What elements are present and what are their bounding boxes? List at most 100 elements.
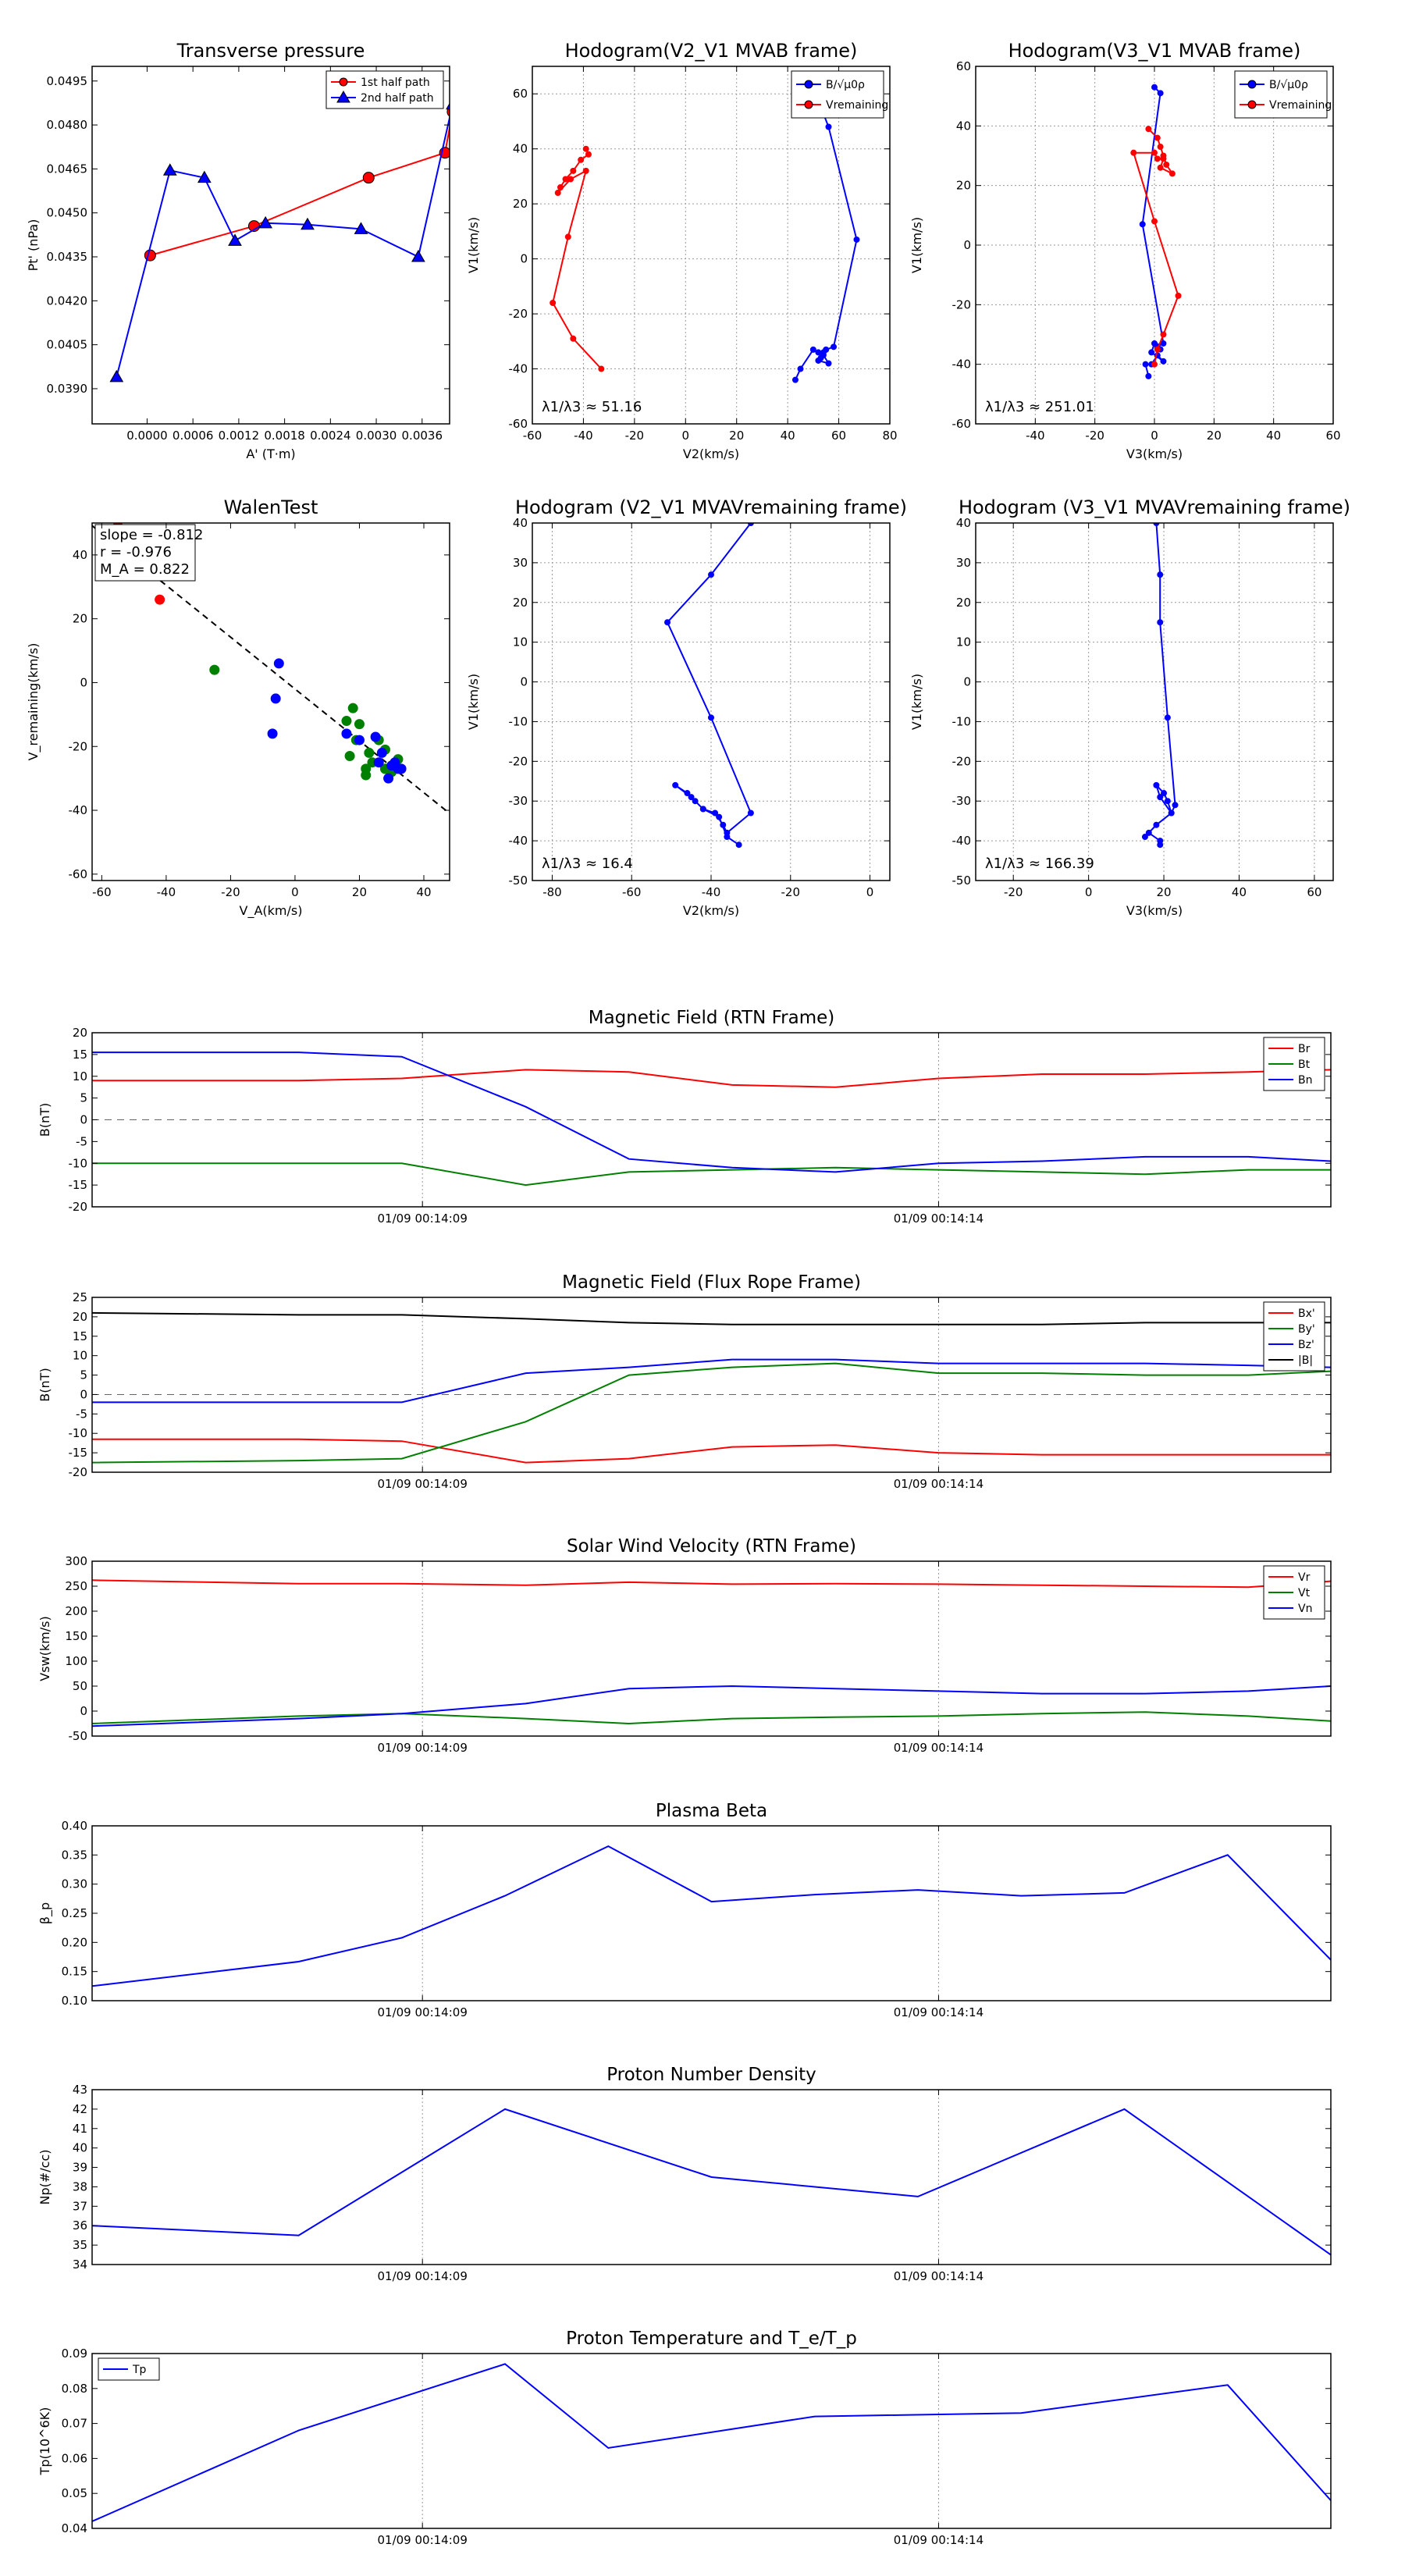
data-point xyxy=(724,834,731,841)
data-point xyxy=(1168,809,1175,817)
x-tick-label: 01/09 00:14:14 xyxy=(894,2269,984,2283)
y-tick-label: 38 xyxy=(73,2179,87,2194)
y-tick-label: -50 xyxy=(509,873,528,888)
legend-label: Vn xyxy=(1298,1603,1312,1615)
x-tick-label: 0.0012 xyxy=(219,429,260,443)
legend-marker xyxy=(804,80,813,89)
y-tick-label: 15 xyxy=(73,1048,87,1062)
y-tick-label: -15 xyxy=(69,1178,88,1192)
y-tick-label: 10 xyxy=(73,1349,87,1363)
plot-area xyxy=(92,1579,1331,1727)
y-axis-label: V1(km/s) xyxy=(909,217,924,273)
x-tick-label: -60 xyxy=(622,885,642,899)
x-tick-label: 0 xyxy=(866,885,874,899)
data-point xyxy=(564,233,571,240)
y-tick-label: 25 xyxy=(73,1290,87,1304)
y-tick-label: -5 xyxy=(76,1134,87,1148)
data-point xyxy=(831,343,838,350)
y-tick-label: 20 xyxy=(73,1026,87,1040)
y-tick-label: -60 xyxy=(509,417,528,431)
data-point xyxy=(791,376,799,383)
plot-area xyxy=(92,1845,1331,1987)
x-tick-label: 01/09 00:14:14 xyxy=(894,2005,984,2019)
data-point xyxy=(585,151,592,158)
plot-area xyxy=(664,523,754,849)
y-axis-label: Vsw(km/s) xyxy=(37,1616,52,1681)
y-axis-label: B(nT) xyxy=(37,1368,52,1401)
y-tick-label: 300 xyxy=(65,1554,87,1568)
data-point xyxy=(557,184,564,191)
y-tick-label: -20 xyxy=(952,297,972,311)
y-tick-label: 39 xyxy=(73,2161,87,2175)
y-axis-label: Tp(10^6K) xyxy=(37,2407,52,2476)
legend xyxy=(1234,70,1328,119)
y-tick-label: 0.15 xyxy=(62,1965,87,1979)
chart-title: Hodogram(V3_V1 MVAB frame) xyxy=(1008,40,1301,62)
data-point xyxy=(1142,361,1149,368)
y-tick-label: 10 xyxy=(73,1069,87,1083)
legend-label: B/√μ0ρ xyxy=(1269,79,1308,91)
data-point xyxy=(370,731,381,742)
chart-pt: 0.0390 0.0405 0.0420 0.0435 0.0450 0.0465 0.04… xyxy=(26,40,450,461)
data-point xyxy=(1161,790,1168,797)
x-tick-label: 0.0036 xyxy=(402,429,443,443)
legend xyxy=(791,70,884,119)
y-tick-label: 0.40 xyxy=(62,1819,87,1833)
data-point xyxy=(354,735,365,745)
y-tick-label: -50 xyxy=(952,873,972,888)
x-tick-label: 0.0000 xyxy=(126,429,168,443)
legend-label: Bt xyxy=(1298,1059,1311,1071)
data-point xyxy=(550,299,557,306)
y-tick-label: 20 xyxy=(956,179,971,193)
y-tick-label: -50 xyxy=(69,1729,88,1743)
stats-box xyxy=(94,524,196,582)
data-point xyxy=(1154,346,1161,353)
data-point xyxy=(109,369,124,382)
x-tick-label: -60 xyxy=(92,885,112,899)
legend-label: |B| xyxy=(1298,1354,1313,1367)
legend-marker xyxy=(339,77,348,87)
legend-marker xyxy=(1247,100,1257,109)
x-tick-label: 40 xyxy=(781,429,795,443)
data-point xyxy=(228,233,242,246)
data-point xyxy=(1157,571,1164,578)
data-point xyxy=(411,250,425,262)
y-tick-label: 0.0480 xyxy=(47,118,88,132)
y-tick-label: 0.04 xyxy=(62,2521,87,2535)
series-line-np xyxy=(92,2108,1331,2256)
x-tick-label: 20 xyxy=(1207,429,1222,443)
x-tick-label: 20 xyxy=(729,429,744,443)
data-point xyxy=(820,351,827,358)
data-point xyxy=(258,215,273,229)
data-point xyxy=(1151,340,1158,347)
plot-area xyxy=(92,2363,1331,2522)
y-tick-label: -5 xyxy=(76,1407,87,1421)
data-point xyxy=(341,716,352,727)
data-point xyxy=(825,123,832,130)
data-point xyxy=(815,349,822,356)
data-point xyxy=(155,594,165,605)
data-point xyxy=(1157,794,1164,801)
y-tick-label: 30 xyxy=(513,556,528,570)
y-tick-label: -40 xyxy=(952,358,972,372)
y-tick-label: 60 xyxy=(956,59,971,73)
y-axis-label: B(nT) xyxy=(37,1103,52,1137)
y-tick-label: 40 xyxy=(513,516,528,530)
y-tick-label: 30 xyxy=(956,556,971,570)
legend-label: Bn xyxy=(1298,1074,1312,1087)
y-tick-label: 0.0465 xyxy=(47,162,88,176)
data-point xyxy=(815,357,822,364)
data-point xyxy=(708,571,714,578)
data-point xyxy=(1154,155,1161,162)
axes-frame xyxy=(532,522,891,881)
series-line-tp xyxy=(92,2363,1331,2522)
y-tick-label: -30 xyxy=(952,794,972,808)
data-point xyxy=(1153,821,1160,828)
ratio-annotation: λ1/λ3 ≈ 166.39 xyxy=(985,856,1094,872)
data-point xyxy=(1157,144,1164,151)
data-point xyxy=(720,821,727,828)
x-tick-label: -40 xyxy=(702,885,721,899)
data-point xyxy=(389,757,400,768)
